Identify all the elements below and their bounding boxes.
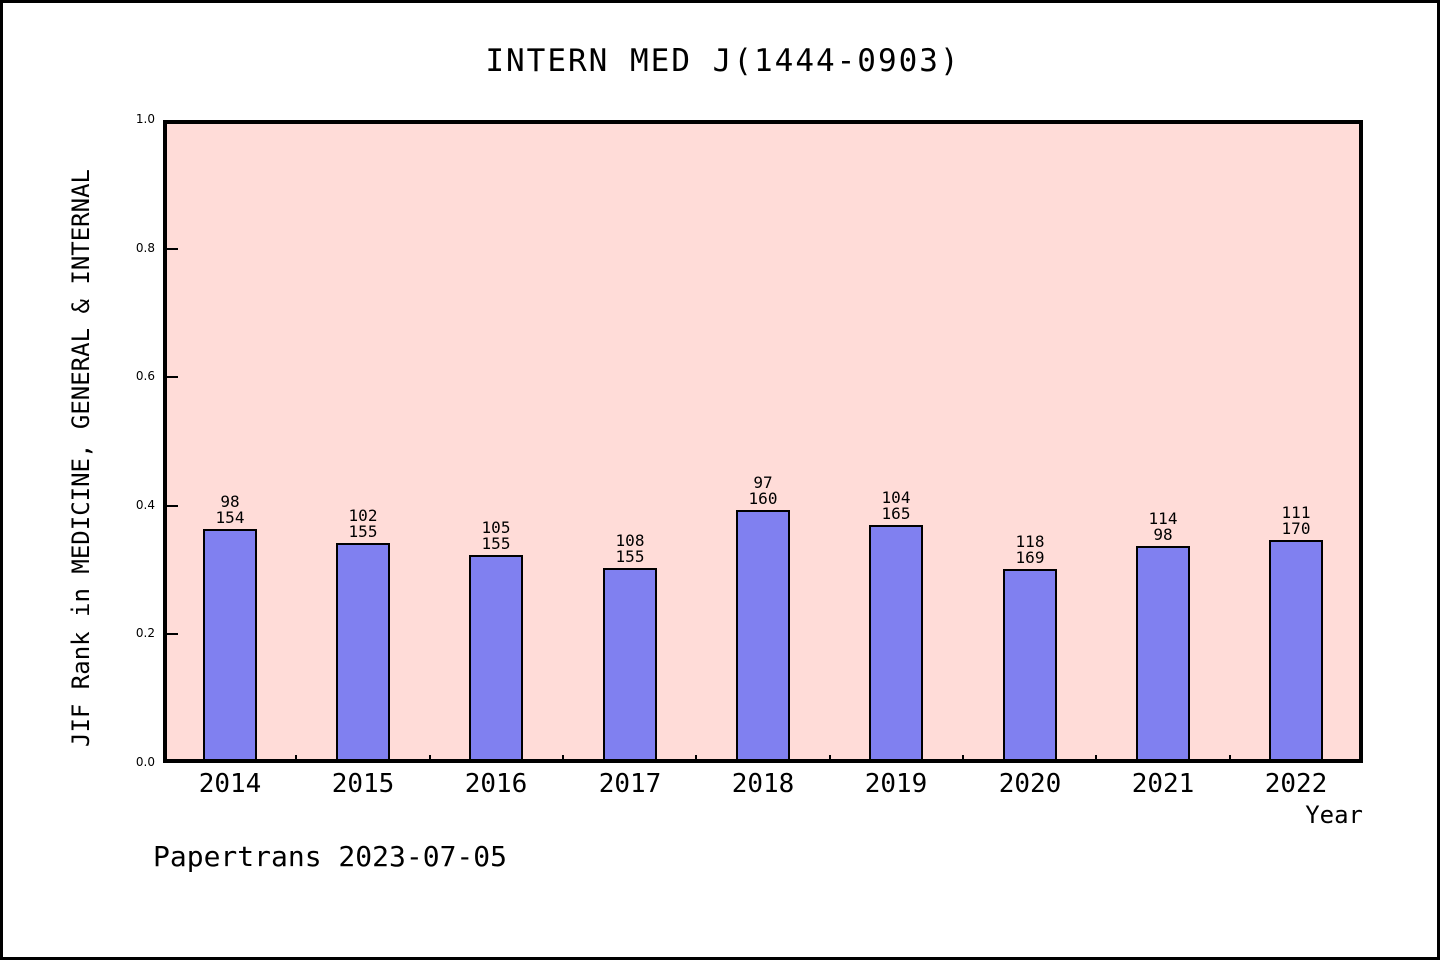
plot-area: 98 154 102 155 105 155 108 155 97 160 104 165 118 169… <box>163 120 1363 763</box>
bar-rank-value: 97 <box>753 473 773 492</box>
bar-total-value: 170 <box>1281 519 1311 538</box>
bar-value-label-2016: 105 155 <box>436 520 556 552</box>
bar-2014 <box>203 529 257 763</box>
x-tick-label-2016: 2016 <box>464 769 528 799</box>
x-minor-tick <box>1229 755 1231 763</box>
bar-rank-value: 104 <box>881 488 911 507</box>
bar-rank-value: 118 <box>1015 532 1045 551</box>
footer-text: Papertrans 2023-07-05 <box>153 840 508 873</box>
y-tick-mark <box>163 505 178 507</box>
y-tick-mark <box>163 633 178 635</box>
bar-2017 <box>603 568 657 763</box>
x-minor-tick <box>562 755 564 763</box>
y-tick-label-0.8: 0.8 <box>135 241 155 255</box>
bar-2015 <box>336 543 390 763</box>
x-minor-tick <box>829 755 831 763</box>
bar-value-label-2020: 118 169 <box>970 534 1090 566</box>
bar-rank-value: 98 <box>220 492 240 511</box>
x-tick-label-2020: 2020 <box>998 769 1062 799</box>
bar-total-value: 169 <box>1015 548 1045 567</box>
bar-value-label-2021: 114 98 <box>1103 511 1223 543</box>
bar-rank-value: 105 <box>481 518 511 537</box>
bar-value-label-2015: 102 155 <box>303 508 423 540</box>
bar-rank-value: 108 <box>615 531 645 550</box>
y-tick-label-0.6: 0.6 <box>135 369 155 383</box>
bar-rank-value: 102 <box>348 506 378 525</box>
x-minor-tick <box>962 755 964 763</box>
x-minor-tick <box>295 755 297 763</box>
bar-rank-value: 111 <box>1281 503 1311 522</box>
y-tick-mark <box>163 248 178 250</box>
y-tick-mark <box>163 761 178 763</box>
bar-total-value: 155 <box>348 522 378 541</box>
bar-value-label-2017: 108 155 <box>570 533 690 565</box>
bar-rank-value: 114 <box>1148 509 1178 528</box>
bar-total-value: 154 <box>215 508 245 527</box>
bar-value-label-2022: 111 170 <box>1236 505 1356 537</box>
y-tick-label-0.4: 0.4 <box>135 498 155 512</box>
chart-title: INTERN MED J(1444-0903) <box>485 43 961 79</box>
bar-value-label-2019: 104 165 <box>836 490 956 522</box>
x-tick-label-2019: 2019 <box>864 769 928 799</box>
y-tick-label-0.2: 0.2 <box>135 626 155 640</box>
x-minor-tick <box>429 755 431 763</box>
y-tick-mark <box>163 120 178 122</box>
bar-total-value: 155 <box>615 547 645 566</box>
bar-2020 <box>1003 569 1057 763</box>
y-tick-label-1.0: 1.0 <box>135 112 155 126</box>
bar-total-value: 160 <box>748 489 778 508</box>
bar-2016 <box>469 555 523 763</box>
bar-total-value: 155 <box>481 534 511 553</box>
x-minor-tick <box>1095 755 1097 763</box>
x-tick-label-2014: 2014 <box>198 769 262 799</box>
y-tick-mark <box>163 376 178 378</box>
x-tick-label-2017: 2017 <box>598 769 662 799</box>
y-tick-label-0.0: 0.0 <box>135 755 155 769</box>
bar-value-label-2018: 97 160 <box>703 475 823 507</box>
bar-total-value: 98 <box>1153 525 1173 544</box>
y-axis-label: JIF Rank in MEDICINE, GENERAL & INTERNAL <box>67 169 95 747</box>
x-tick-label-2021: 2021 <box>1131 769 1195 799</box>
bar-2018 <box>736 510 790 763</box>
bar-2019 <box>869 525 923 763</box>
x-axis-label: Year <box>1305 801 1363 829</box>
x-tick-label-2018: 2018 <box>731 769 795 799</box>
bar-value-label-2014: 98 154 <box>170 494 290 526</box>
bar-2022 <box>1269 540 1323 763</box>
x-tick-label-2022: 2022 <box>1264 769 1328 799</box>
x-tick-label-2015: 2015 <box>331 769 395 799</box>
bar-total-value: 165 <box>881 504 911 523</box>
bar-2021 <box>1136 546 1190 763</box>
x-minor-tick <box>695 755 697 763</box>
